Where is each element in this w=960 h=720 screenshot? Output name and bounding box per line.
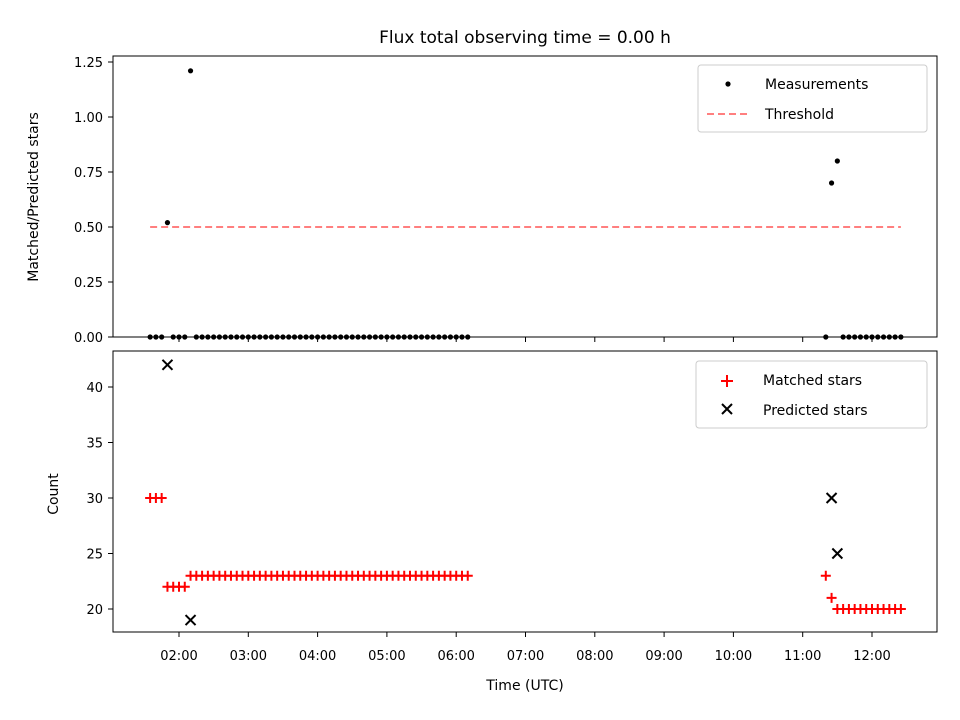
bottom-x-tick-label: 08:00 — [576, 649, 613, 664]
bottom-x-tick-label: 11:00 — [784, 649, 821, 664]
bottom-x-tick-label: 04:00 — [299, 649, 336, 664]
bottom-y-tick-label: 30 — [86, 492, 103, 507]
bottom-x-tick-label: 05:00 — [368, 649, 405, 664]
bottom-x-tick-label: 10:00 — [715, 649, 752, 664]
measurement-point — [834, 158, 840, 164]
top-y-axis-label: Matched/Predicted stars — [26, 112, 42, 282]
bottom-y-axis-label: Count — [46, 473, 62, 515]
bottom-y-tick-label: 40 — [86, 381, 103, 396]
bottom-x-axis: 02:00 03:00 04:00 05:00 06:00 07:00 08:00 09:00… — [160, 632, 891, 664]
top-x-axis-ticks — [178, 337, 873, 342]
top-legend: Measurements Threshold — [697, 64, 928, 133]
top-y-tick-label: 0.50 — [74, 221, 103, 236]
bottom-x-tick-label: 02:00 — [160, 649, 197, 664]
top-y-tick-label: 0.25 — [74, 276, 103, 291]
top-chart-title: Flux total observing time = 0.00 h — [379, 28, 671, 48]
predicted-star-point — [831, 547, 844, 560]
measurement-point — [164, 220, 171, 226]
bottom-plot-area — [145, 359, 906, 626]
matched-star-point — [156, 493, 167, 503]
matched-star-point — [826, 592, 837, 603]
top-y-tick-label: 0.00 — [74, 331, 103, 346]
bottom-x-tick-label: 03:00 — [230, 649, 267, 664]
bottom-x-tick-label: 12:00 — [853, 649, 890, 664]
top-y-axis: 0.00 0.25 0.50 0.75 1.00 1.25 — [74, 56, 113, 346]
predicted-star-point — [184, 614, 197, 626]
matched-star-point — [462, 570, 473, 581]
legend-predicted-label: Predicted stars — [763, 403, 868, 419]
top-y-tick-label: 1.00 — [74, 111, 103, 126]
bottom-y-tick-label: 20 — [86, 603, 103, 618]
matched-star-point — [179, 581, 190, 592]
bottom-y-tick-label: 35 — [86, 437, 103, 452]
predicted-star-point — [161, 359, 174, 371]
bottom-x-tick-label: 07:00 — [507, 649, 544, 664]
matched-star-point — [820, 570, 831, 581]
bottom-y-axis: 20 25 30 35 40 — [86, 381, 113, 618]
bottom-panel: 20 25 30 35 40 02:00 03:00 04:00 05:00 06:00 07:0… — [46, 350, 938, 694]
bottom-legend: Matched stars Predicted stars — [695, 360, 928, 429]
bottom-legend-box — [695, 360, 928, 429]
bottom-x-tick-label: 09:00 — [645, 649, 682, 664]
top-y-tick-label: 1.25 — [74, 56, 103, 71]
measurement-point — [187, 68, 194, 74]
top-legend-box — [697, 64, 928, 133]
top-panel: 0.00 0.25 0.50 0.75 1.00 1.25 Matched/Predict… — [26, 55, 938, 346]
top-y-tick-label: 0.75 — [74, 166, 103, 181]
predicted-star-point — [825, 492, 838, 504]
legend-matched-marker — [721, 375, 733, 387]
bottom-y-tick-label: 25 — [86, 548, 103, 563]
bottom-x-tick-label: 06:00 — [437, 649, 474, 664]
matched-star-point — [895, 604, 906, 614]
legend-matched-label: Matched stars — [763, 373, 862, 389]
bottom-x-axis-label: Time (UTC) — [485, 678, 563, 694]
legend-measurements-label: Measurements — [765, 77, 868, 93]
legend-predicted-marker — [721, 403, 733, 415]
measurement-point — [828, 180, 835, 186]
legend-measurements-marker — [725, 81, 731, 87]
legend-threshold-label: Threshold — [764, 107, 834, 123]
